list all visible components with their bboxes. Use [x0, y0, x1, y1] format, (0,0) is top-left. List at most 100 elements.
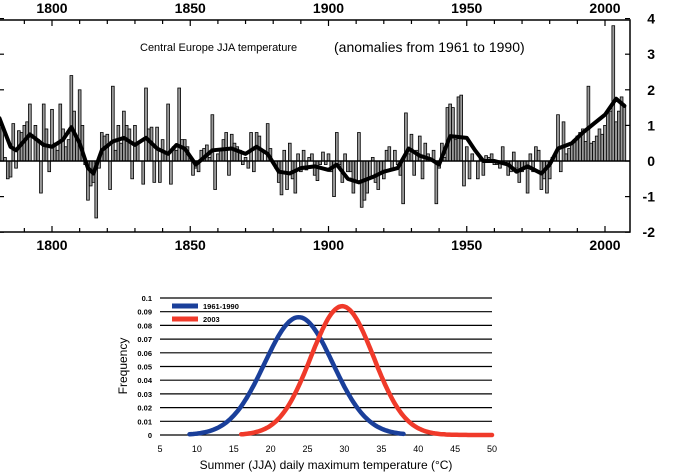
annual-bar-1799 — [47, 160, 52, 173]
y-tick-label-0: 0 — [148, 431, 152, 440]
y-tick-label-0.06: 0.06 — [137, 349, 152, 358]
y-tick-label--1: -1 — [643, 189, 656, 205]
annual-bar-1993 — [583, 141, 588, 162]
chart-title: Central Europe JJA temperature — [140, 42, 297, 54]
y-tick-label-0.05: 0.05 — [137, 363, 152, 372]
y-tick-label-0.04: 0.04 — [137, 376, 152, 385]
annual-bar-1864 — [227, 160, 231, 176]
annual-bar-1794 — [33, 125, 38, 162]
annual-bar-1797 — [41, 103, 46, 162]
annual-bar-1785 — [8, 160, 13, 178]
annual-bar-1871 — [246, 160, 251, 169]
annual-bar-1807 — [69, 75, 74, 162]
annual-bar-1985 — [561, 121, 566, 162]
x-tick-label-bottom-1950: 1950 — [451, 237, 482, 253]
legend-label-2003: 2003 — [203, 315, 220, 324]
annual-bar-2004 — [614, 121, 618, 162]
annual-bar-1884 — [282, 149, 287, 162]
annual-bar-1806 — [66, 139, 71, 162]
annual-bar-1885 — [285, 160, 289, 190]
annual-bar-1950 — [464, 146, 469, 162]
x-tick-label-top-1800: 1800 — [36, 0, 67, 16]
annual-bar-1963 — [500, 146, 505, 162]
annual-bar-1943 — [445, 107, 450, 162]
curve-1961-1990 — [187, 314, 406, 437]
annual-bar-1903 — [335, 132, 339, 162]
annual-bar-1872 — [249, 132, 253, 162]
annual-bar-1825 — [119, 142, 123, 162]
annual-bar-1999 — [600, 133, 605, 162]
annual-bar-1824 — [116, 125, 121, 162]
y-axis-label: Frequency — [116, 338, 130, 395]
annual-bar-1996 — [592, 141, 596, 162]
x-axis-label: Summer (JJA) daily maximum temperature (… — [200, 458, 453, 472]
annual-bar-1911 — [357, 132, 361, 162]
y-tick-label-0.03: 0.03 — [137, 390, 152, 399]
legend-label-1961-1990: 1961-1990 — [203, 302, 239, 311]
y-tick-label-3: 3 — [647, 46, 655, 62]
y-tick-label-2: 2 — [647, 82, 655, 98]
x-tick-label-bottom-1850: 1850 — [175, 237, 206, 253]
annual-bar-2005 — [617, 110, 621, 162]
annual-bar-1821 — [108, 160, 112, 190]
annual-bar-1900 — [326, 153, 331, 162]
annual-bar-1888 — [293, 160, 298, 194]
annual-bar-1835 — [146, 128, 151, 162]
x-tick-label-5: 5 — [157, 444, 162, 454]
annual-bar-1944 — [448, 103, 452, 162]
x-tick-label-top-1900: 1900 — [313, 0, 344, 16]
y-tick-label-1: 1 — [647, 117, 655, 133]
annual-bar-1951 — [467, 160, 472, 180]
x-tick-label-top-2000: 2000 — [589, 0, 620, 16]
annual-bar-1834 — [144, 87, 148, 162]
annual-bar-1860 — [216, 153, 220, 162]
annual-bar-1787 — [14, 160, 18, 169]
annual-bar-1827 — [124, 125, 129, 162]
annual-bar-1894 — [310, 153, 314, 162]
annual-bar-1845 — [174, 149, 179, 162]
annual-bar-1995 — [589, 142, 593, 162]
annual-bar-1891 — [301, 149, 306, 162]
chart-subtitle: (anomalies from 1961 to 1990) — [334, 39, 525, 55]
annual-bar-1948 — [459, 94, 464, 162]
annual-bar-1803 — [58, 103, 63, 162]
annual-bar-1847 — [180, 139, 184, 162]
annual-bar-1987 — [567, 148, 571, 162]
annual-bar-1898 — [321, 151, 325, 162]
annual-bar-1883 — [279, 160, 284, 196]
y-tick-label-0.1: 0.1 — [142, 294, 152, 303]
x-tick-label-35: 35 — [376, 444, 386, 454]
annual-bar-1984 — [558, 160, 563, 173]
annual-bar-1843 — [169, 160, 173, 185]
annual-bar-1907 — [346, 160, 350, 173]
annual-bar-1805 — [64, 146, 68, 162]
x-tick-label-50: 50 — [487, 444, 497, 454]
annual-bar-1946 — [453, 139, 458, 162]
curve-2003 — [238, 303, 495, 438]
x-tick-label-40: 40 — [413, 444, 423, 454]
annual-bar-1967 — [511, 151, 516, 162]
annual-bar-1800 — [50, 108, 54, 162]
annual-bar-1796 — [39, 160, 43, 194]
x-tick-label-30: 30 — [339, 444, 349, 454]
annual-bar-2003 — [611, 25, 616, 162]
annual-bar-1968 — [514, 160, 519, 169]
annual-bar-1939 — [434, 160, 439, 205]
annual-bar-1973 — [528, 153, 533, 162]
annual-bar-1802 — [55, 149, 60, 162]
x-tick-label-bottom-1800: 1800 — [36, 237, 67, 253]
annual-bar-1924 — [393, 149, 397, 162]
x-tick-label-top-1950: 1950 — [451, 0, 482, 16]
y-tick-label-4: 4 — [647, 11, 655, 27]
y-tick-label-0.09: 0.09 — [137, 308, 152, 317]
annual-bar-2000 — [603, 125, 607, 162]
smoothed-line — [0, 96, 627, 185]
annual-bar-1906 — [343, 153, 347, 162]
annual-bar-1833 — [141, 160, 146, 185]
annual-bar-1837 — [152, 160, 157, 183]
annual-bar-1986 — [564, 153, 569, 162]
y-tick-label-0.02: 0.02 — [137, 404, 152, 413]
x-tick-label-25: 25 — [303, 444, 313, 454]
annual-bar-1927 — [401, 160, 405, 205]
annual-bar-1934 — [420, 160, 425, 180]
